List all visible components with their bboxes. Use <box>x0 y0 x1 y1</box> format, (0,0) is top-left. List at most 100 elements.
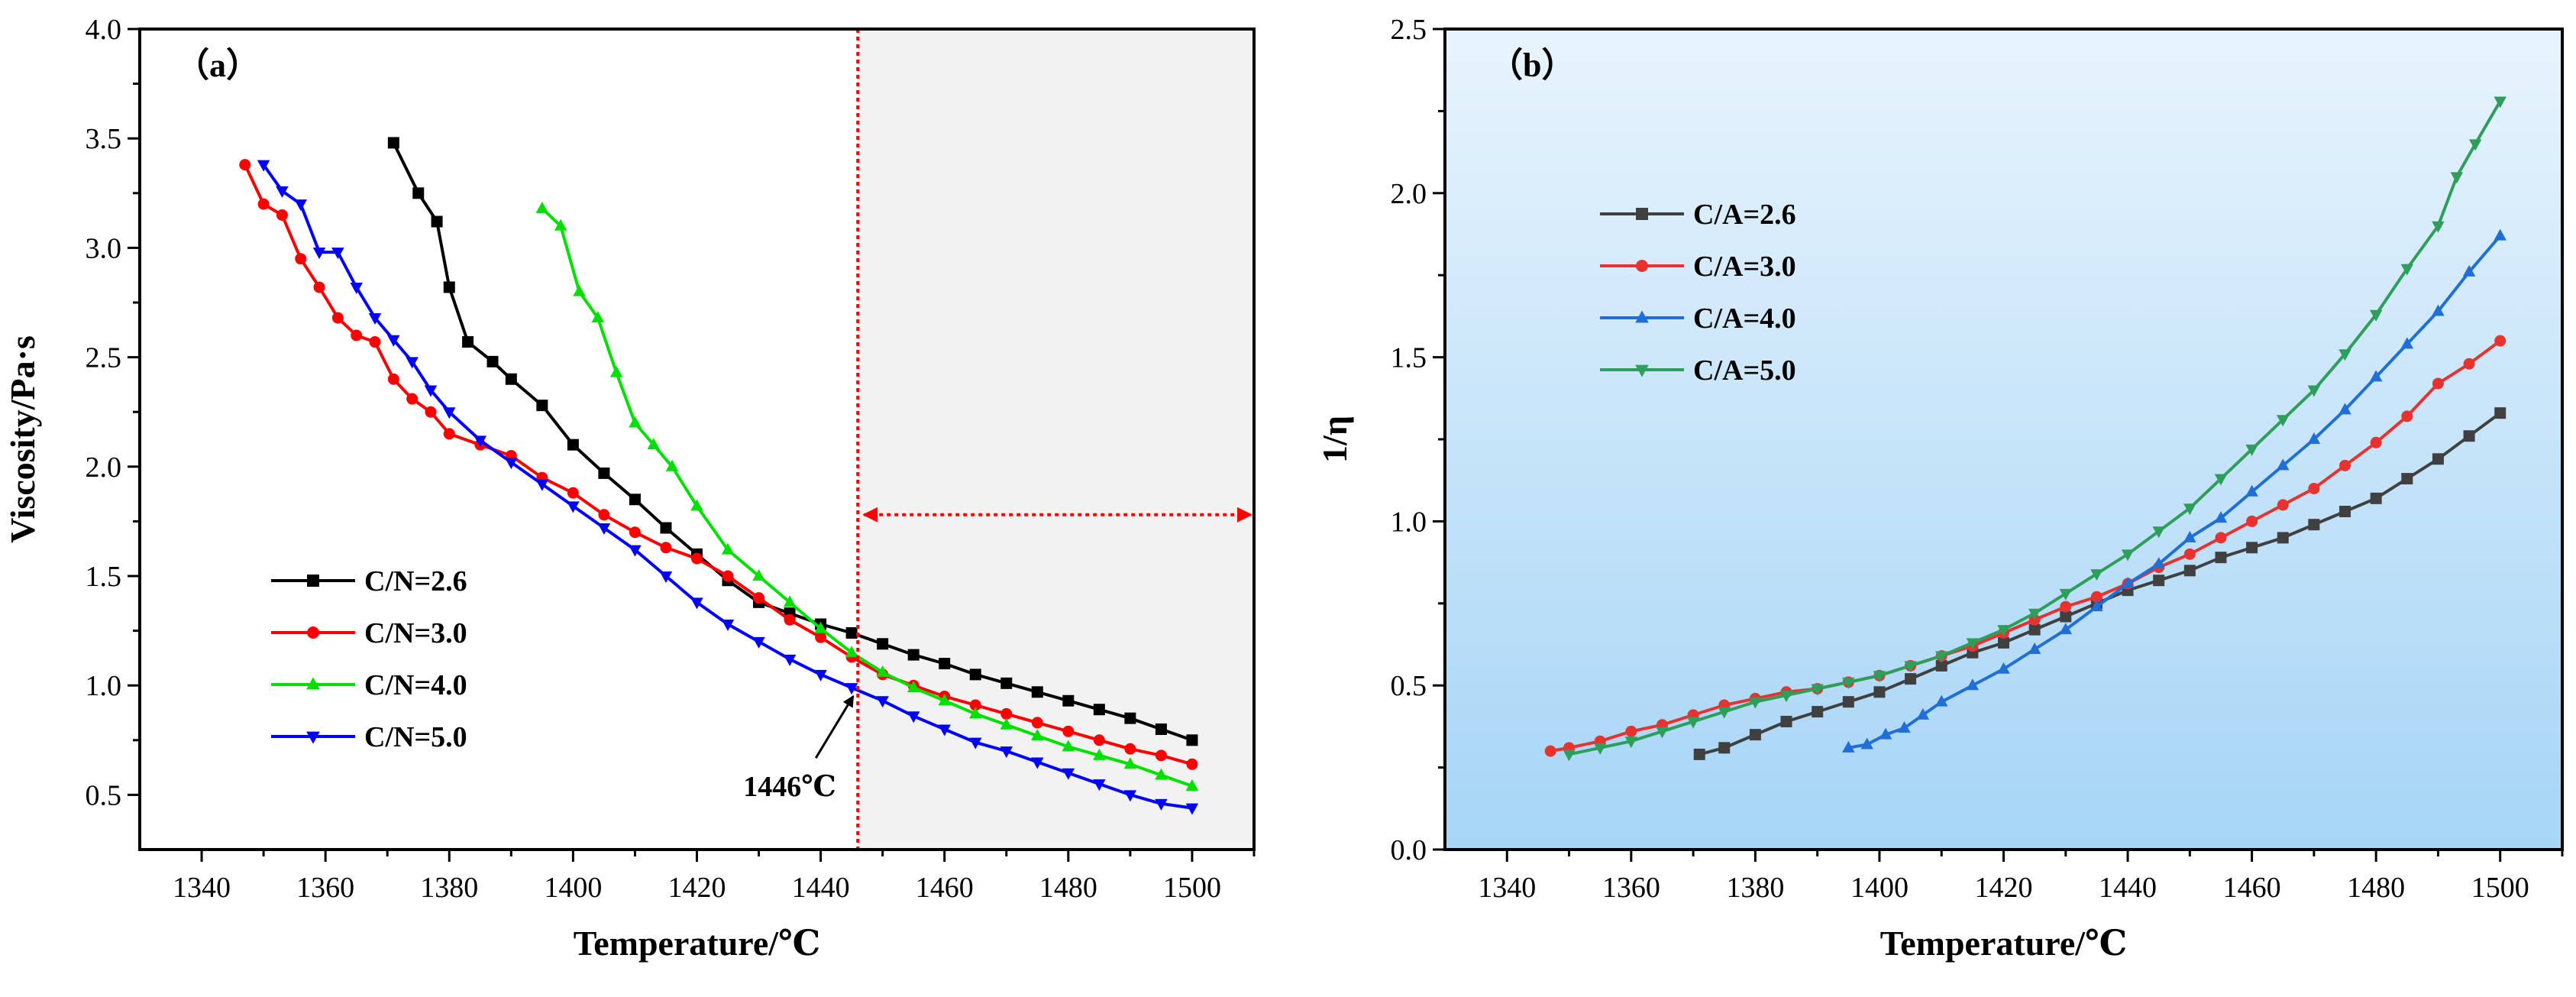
data-point <box>505 373 517 385</box>
data-point <box>1842 740 1855 753</box>
x-tick-label: 1380 <box>1726 872 1784 904</box>
data-point <box>2401 410 2413 422</box>
data-point <box>424 385 438 397</box>
data-point <box>2400 337 2414 349</box>
data-point <box>1934 651 1948 663</box>
y-tick-label: 2.0 <box>86 452 122 484</box>
data-point <box>814 669 827 681</box>
data-point <box>1749 697 1762 709</box>
data-point <box>1873 686 1886 698</box>
data-point <box>443 407 456 419</box>
data-point <box>784 613 796 626</box>
data-point <box>969 699 981 711</box>
data-point <box>814 621 827 633</box>
data-point <box>331 248 344 260</box>
data-point <box>1000 746 1013 759</box>
data-point <box>425 406 437 418</box>
data-point <box>1031 686 1043 698</box>
data-point <box>1904 661 1917 673</box>
data-point <box>876 696 889 708</box>
x-tick-label: 1360 <box>1602 872 1660 904</box>
data-point <box>1123 757 1137 769</box>
data-point <box>1031 717 1043 729</box>
series-c-n-3-0 <box>239 159 1198 770</box>
data-point <box>690 499 703 511</box>
legend-label: C/N=3.0 <box>364 617 467 649</box>
data-point <box>2432 377 2444 390</box>
data-point <box>2028 642 2041 654</box>
data-point <box>2307 385 2321 397</box>
data-point <box>505 458 518 470</box>
data-point <box>939 658 951 670</box>
data-point <box>2494 335 2507 347</box>
y-tick-label: 1.5 <box>1391 342 1427 374</box>
data-point <box>721 620 735 632</box>
data-point <box>2369 309 2383 322</box>
data-point <box>2450 172 2464 184</box>
data-point <box>629 416 642 428</box>
data-point <box>1000 707 1013 720</box>
data-point <box>2370 492 2382 504</box>
data-point <box>2432 221 2445 233</box>
data-point <box>535 201 549 213</box>
data-point <box>276 209 288 221</box>
data-point <box>2339 459 2351 471</box>
legend-marker <box>306 677 320 690</box>
series-c-n-5-0 <box>257 160 1199 815</box>
data-point <box>1934 694 1948 707</box>
plot-area-background <box>1445 29 2562 850</box>
x-tick-label: 1500 <box>1163 872 1221 904</box>
x-tick-label: 1340 <box>173 872 231 904</box>
legend: C/A=2.6 C/A=3.0 C/A=4.0 C/A=5.0 <box>1600 199 1796 387</box>
data-point <box>665 459 679 471</box>
data-point <box>845 626 858 639</box>
y-tick-label: 2.5 <box>1391 14 1427 46</box>
data-point <box>2494 407 2507 419</box>
data-point <box>1749 729 1761 741</box>
data-point <box>1998 636 2009 649</box>
data-point <box>331 312 344 324</box>
data-point <box>629 526 641 539</box>
data-point <box>2463 358 2475 370</box>
data-point <box>752 569 765 581</box>
data-point <box>598 509 610 521</box>
panel-label: （b） <box>1489 47 1575 84</box>
series-c-a-3-0 <box>1544 335 2507 757</box>
data-point <box>969 737 982 749</box>
data-point <box>257 160 270 172</box>
series-c-a-5-0 <box>1563 96 2507 762</box>
legend-label: C/A=5.0 <box>1693 354 1796 387</box>
data-point <box>1718 742 1731 754</box>
data-point <box>1842 696 1854 708</box>
panel-label: （a） <box>176 47 260 84</box>
x-tick-label: 1420 <box>668 872 726 904</box>
y-tick-label: 2.5 <box>86 342 122 374</box>
data-point <box>1062 768 1075 780</box>
data-point <box>2152 526 2165 539</box>
data-point <box>2339 506 2351 518</box>
data-point <box>1155 768 1168 780</box>
y-tick-label: 2.0 <box>1391 178 1427 210</box>
data-point <box>1093 734 1105 746</box>
data-point <box>845 683 858 695</box>
data-point <box>1563 749 1576 762</box>
data-point <box>629 494 641 506</box>
data-point <box>462 336 474 348</box>
data-point <box>629 545 642 557</box>
x-tick-label: 1400 <box>1850 872 1909 904</box>
data-point <box>2245 444 2258 456</box>
legend-marker <box>307 626 319 639</box>
data-point <box>1155 798 1168 811</box>
data-point <box>752 636 765 649</box>
legend-marker <box>1635 310 1649 323</box>
data-point <box>647 438 661 450</box>
data-point <box>276 186 289 198</box>
annotation-temperature: 1446℃ <box>743 771 836 803</box>
data-point <box>1997 662 2010 674</box>
data-point <box>2338 349 2351 361</box>
data-point <box>845 646 858 658</box>
data-point <box>2059 623 2073 635</box>
data-point <box>1624 736 1638 749</box>
data-point <box>1124 712 1136 724</box>
